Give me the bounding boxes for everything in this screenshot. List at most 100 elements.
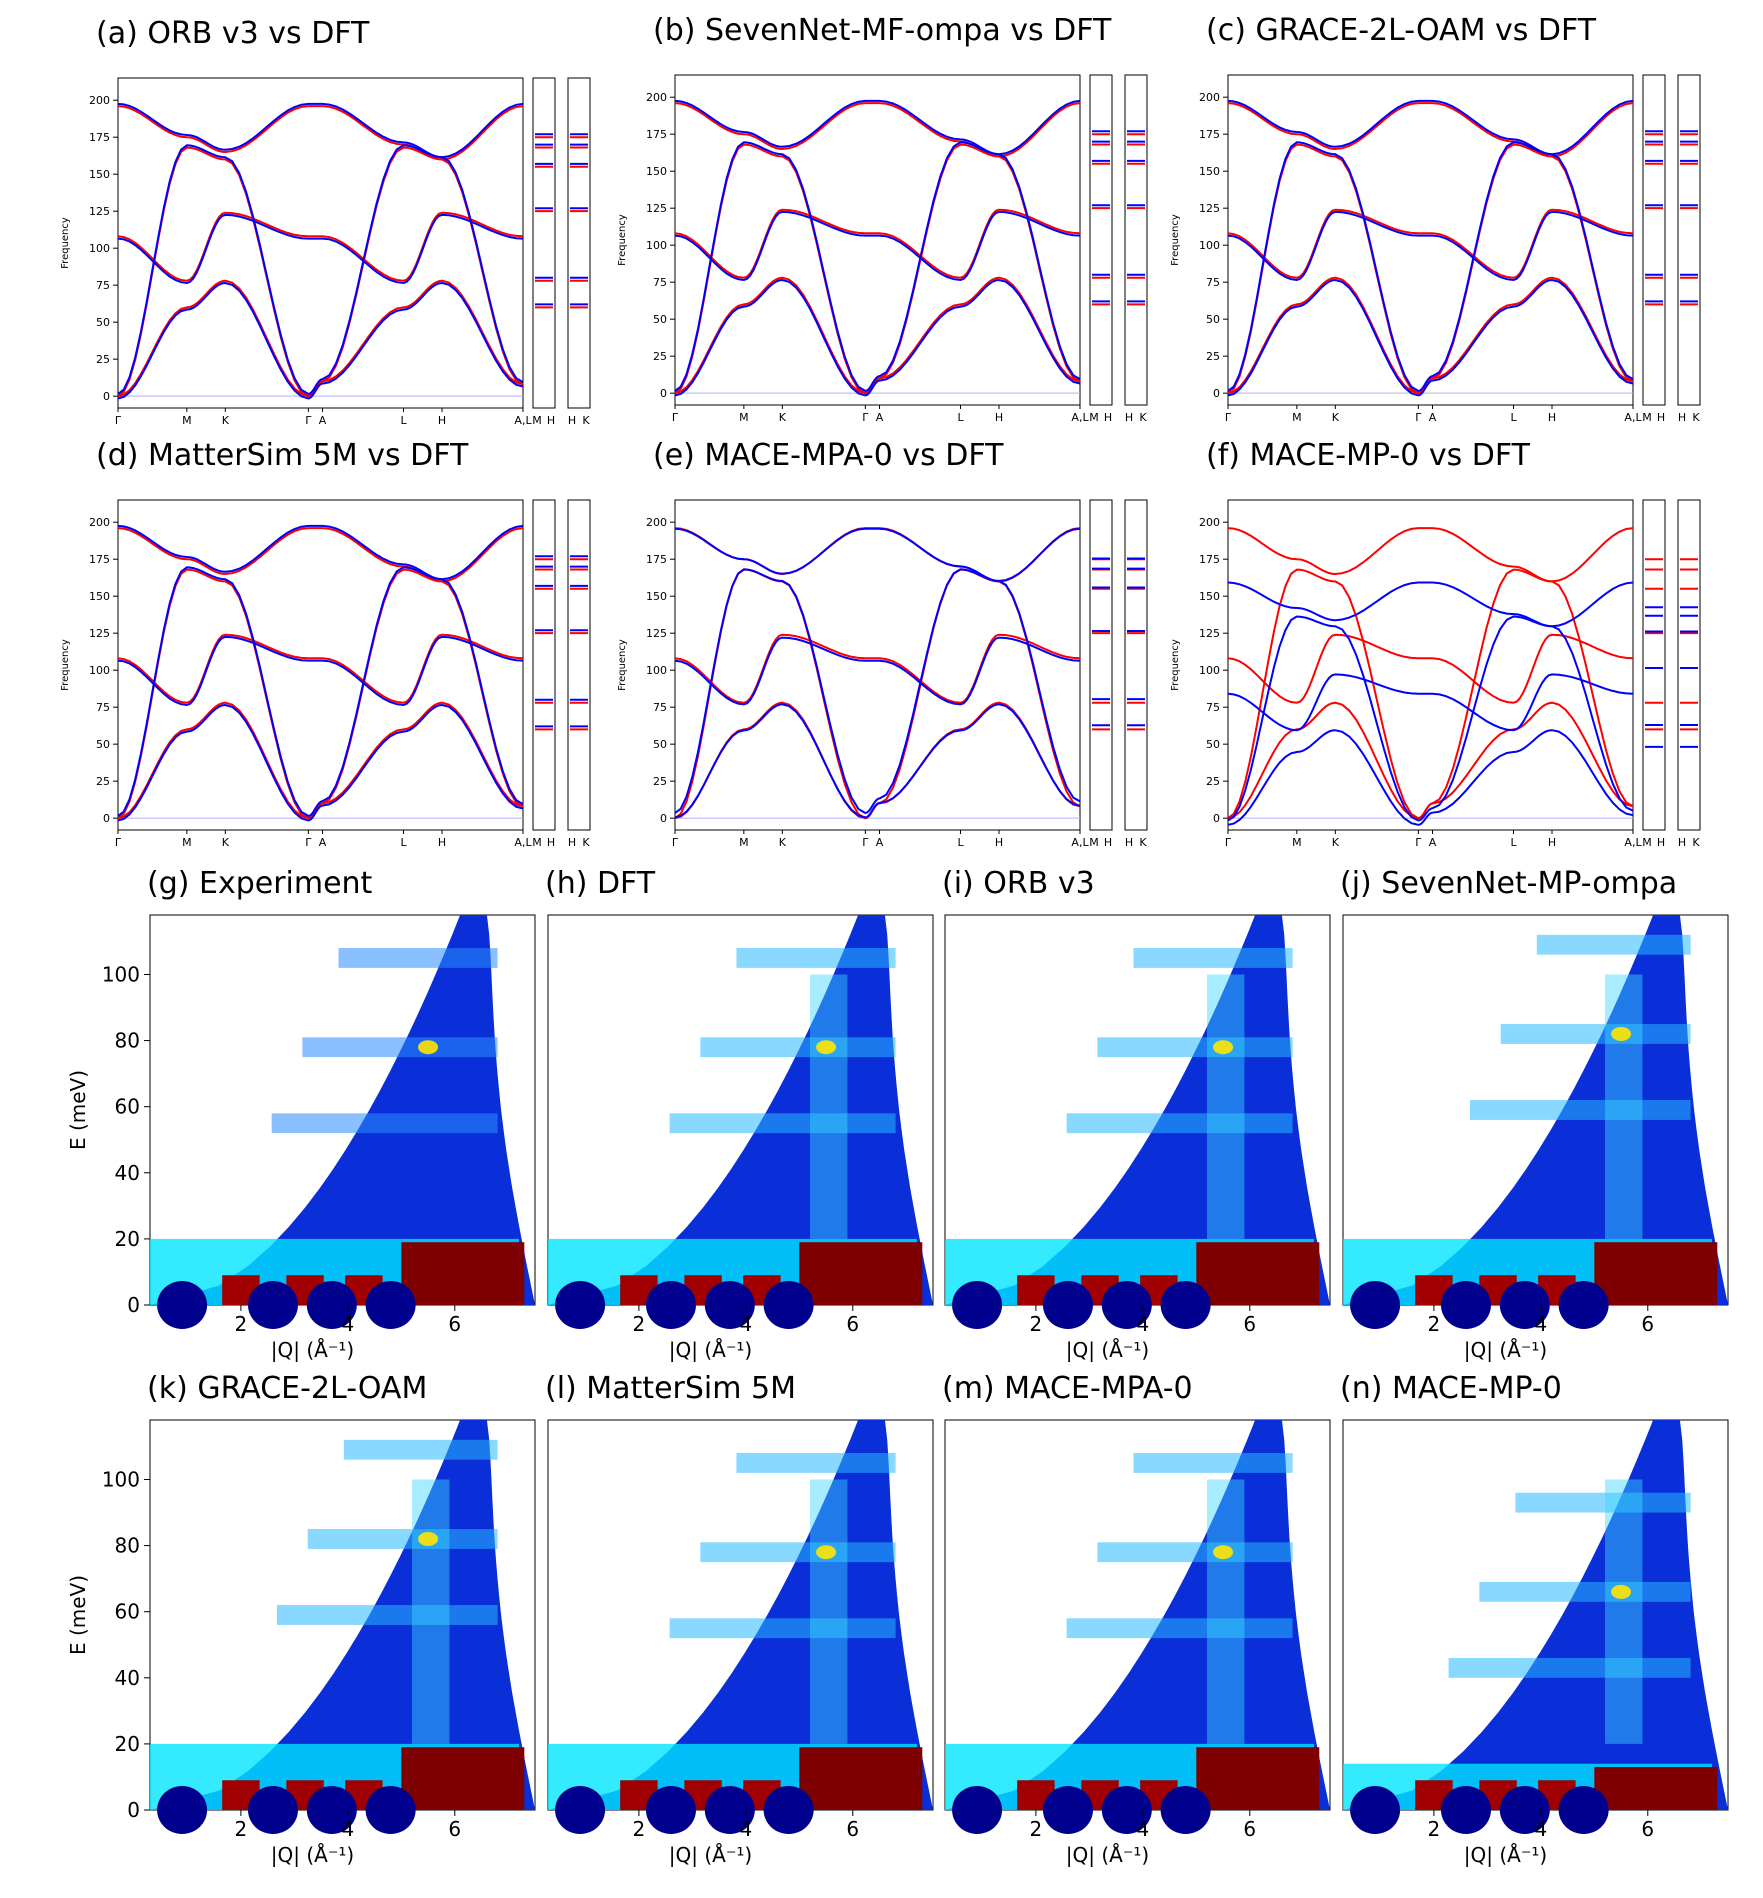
hot-spot [418,1531,439,1546]
y-tick-label: 60 [115,1095,140,1119]
y-tick-label: 200 [646,516,667,529]
acoustic-dome [306,1786,357,1834]
q-streak [412,1479,450,1744]
y-tick-label: 150 [1199,165,1220,178]
side-path-label: H [1678,411,1686,424]
elastic-saturated-block [1594,1242,1718,1305]
path-label: A [1429,836,1437,849]
flat-mode-band [700,1037,896,1058]
y-tick-label: 100 [102,962,140,986]
y-tick-label: 75 [1206,276,1220,289]
path-label: A,L [1624,836,1642,849]
mlip-branch-line [1227,99,1634,156]
side-path-label: H [1125,411,1133,424]
x-tick-label: 2 [235,1312,248,1336]
sqw-xlabel: |Q| (Å⁻¹) [271,1338,354,1362]
side-path-frame [1642,74,1666,406]
side-path-frame [1089,74,1113,406]
mlip-branch-line [1227,278,1634,397]
side-path-label: K [1139,836,1147,849]
sqw-panel-7: (n) MACE-MP-0 2 4 6 |Q| (Å⁻¹) [1340,1371,1729,1867]
flat-mode-band [1479,1581,1691,1602]
elastic-saturated-block [799,1747,923,1810]
path-label: L [400,836,407,849]
sqw-panel-title: (n) MACE-MP-0 [1340,1371,1562,1406]
band-ylabel: Frequency [60,639,71,691]
dft-branch-line [1227,527,1634,583]
flat-mode-band [338,948,498,968]
y-tick-label: 100 [1199,239,1220,252]
mlip-branch-line [674,99,1081,156]
y-tick-label: 0 [127,1798,140,1822]
band-plot-frame [117,499,524,831]
path-label: A,L [514,836,532,849]
path-label: M [1292,836,1302,849]
hot-spot [418,1040,439,1055]
flat-mode-band [1448,1657,1691,1678]
sqw-xlabel: |Q| (Å⁻¹) [1066,1843,1149,1867]
y-tick-label: 200 [89,94,110,107]
flat-mode-band [1500,1024,1691,1044]
mlip-branch-line [1227,673,1634,732]
band-panel-2: (c) GRACE-2L-OAM vs DFT 0 25 50 75 100 125 150 1… [1170,13,1701,424]
y-tick-label: 0 [1213,387,1220,400]
acoustic-dome [1499,1786,1550,1834]
mlip-branch-line [117,524,524,581]
sqw-panel-title: (i) ORB v3 [942,866,1095,901]
y-tick-label: 0 [103,390,110,403]
x-tick-label: 4 [1534,1817,1547,1841]
x-tick-label: 4 [739,1817,752,1841]
sqw-xlabel: |Q| (Å⁻¹) [271,1843,354,1867]
path-label: Γ [862,836,869,849]
y-tick-label: 100 [646,239,667,252]
acoustic-dome [1160,1281,1211,1329]
dft-branch-line [117,105,524,161]
x-tick-label: 2 [633,1312,646,1336]
acoustic-dome [763,1786,814,1834]
x-tick-label: 2 [1030,1312,1043,1336]
path-label: Γ [672,836,679,849]
y-tick-label: 175 [1199,553,1220,566]
sqw-coverage-region [1343,915,1728,1305]
flat-mode-band [736,1453,896,1473]
flat-mode-band [1515,1492,1691,1513]
acoustic-dome [704,1281,755,1329]
q-streak [1207,1479,1245,1744]
elastic-saturated-block [1196,1242,1320,1305]
path-label: M [739,836,749,849]
path-label: H [995,411,1003,424]
path-label: Γ [305,414,312,427]
side-path-frame [1124,499,1148,831]
elastic-saturated-block [1196,1747,1320,1810]
sqw-panel-title: (k) GRACE-2L-OAM [147,1371,427,1406]
x-tick-label: 6 [1641,1817,1654,1841]
sqw-ylabel: E (meV) [66,1070,90,1150]
x-tick-label: 2 [235,1817,248,1841]
band-panel-title: (b) SevenNet-MF-ompa vs DFT [653,13,1112,48]
dft-branch-line [1227,102,1634,158]
flat-mode-band [343,1439,498,1460]
x-tick-label: 6 [448,1817,461,1841]
x-tick-label: 2 [1428,1312,1441,1336]
acoustic-dome [704,1786,755,1834]
mlip-branch-line [674,278,1081,397]
band-ylabel: Frequency [1170,639,1181,691]
y-tick-label: 0 [103,812,110,825]
flat-mode-band [669,1113,896,1134]
acoustic-dome [645,1281,696,1329]
mlip-branch-line [117,281,524,400]
hot-spot [1213,1040,1234,1055]
mlip-branch-line [117,703,524,822]
sqw-panel-2: (i) ORB v3 2 4 6 |Q| (Å⁻¹) [942,866,1331,1362]
x-tick-label: 6 [1243,1817,1256,1841]
y-tick-label: 50 [1206,313,1220,326]
path-label: H [1548,411,1556,424]
flat-mode-band [1097,1542,1293,1563]
path-label: Γ [1225,836,1232,849]
flat-mode-band [700,1542,896,1563]
band-panel-0: (a) ORB v3 vs DFT 0 25 50 75 100 125 150 175 200 F… [60,16,591,427]
side-path-frame [532,77,556,409]
mlip-branch-line [674,527,1081,582]
acoustic-dome [365,1786,416,1834]
